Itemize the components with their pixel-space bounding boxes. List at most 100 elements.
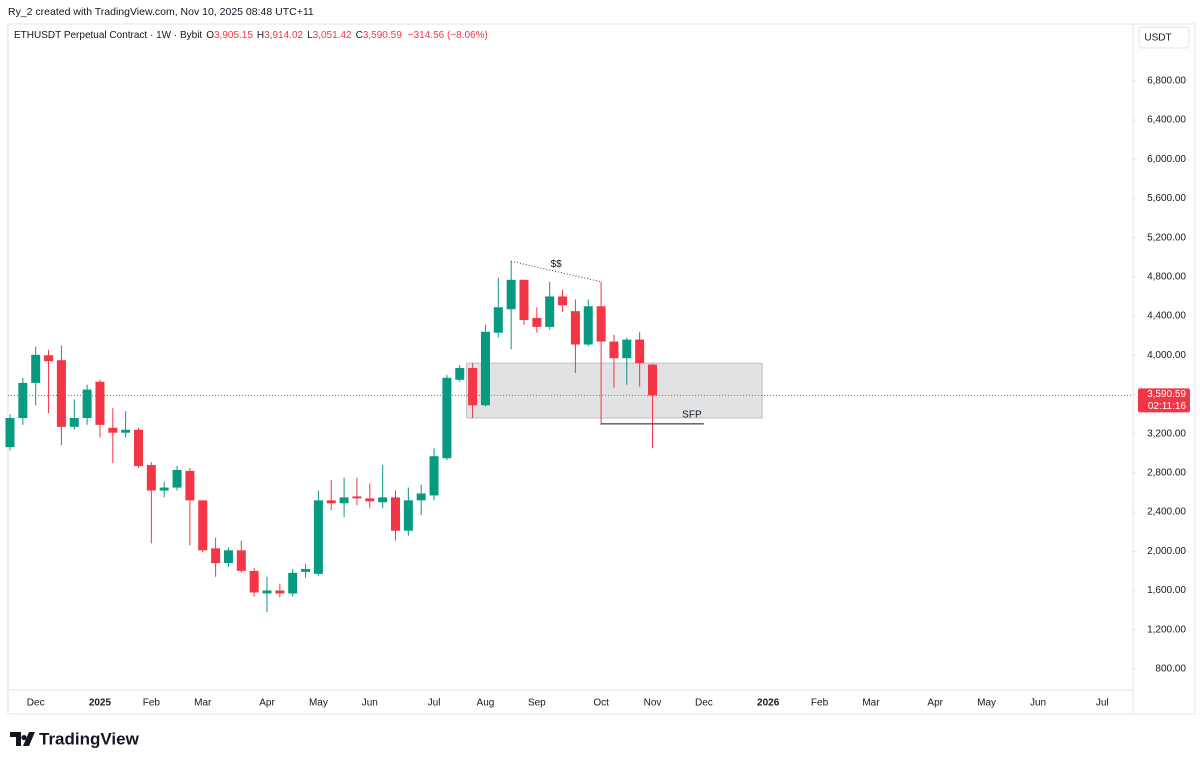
x-tick-label: Jun <box>362 698 378 709</box>
candle-body <box>223 550 233 564</box>
candle-body <box>159 487 169 491</box>
candle-body <box>185 470 195 501</box>
y-tick-label: 4,400.00 <box>1147 311 1186 322</box>
candle-body <box>172 469 182 488</box>
candle-body <box>18 382 28 419</box>
candle-body <box>391 497 400 531</box>
last-price-tag <box>1138 388 1190 413</box>
high: 3,914.02 <box>264 30 303 41</box>
sfp-label: SFP <box>682 410 702 421</box>
x-tick-label: Apr <box>927 698 943 709</box>
candle-body <box>635 339 645 364</box>
candle-body <box>236 550 246 571</box>
change: −314.56 (−8.06%) <box>408 30 488 41</box>
x-tick-label: May <box>309 698 328 709</box>
chart-title: ETHUSDT Perpetual Contract · 1W · Bybit O… <box>14 30 488 41</box>
high-key: H <box>257 30 264 41</box>
chart-frame <box>7 23 1196 715</box>
candle-body <box>95 381 105 425</box>
x-tick-label: Dec <box>695 698 713 709</box>
y-tick-label: 2,800.00 <box>1147 468 1186 479</box>
candle-body <box>288 572 298 594</box>
currency: USDT <box>1144 33 1171 44</box>
candle-body <box>442 377 452 459</box>
close: 3,590.59 <box>363 30 402 41</box>
candle-body <box>519 279 529 320</box>
candle-body <box>262 590 272 594</box>
candle-body <box>108 427 118 433</box>
candle-body <box>468 368 478 406</box>
x-tick-label: Apr <box>259 698 275 709</box>
y-tick-label: 6,400.00 <box>1147 115 1186 126</box>
low: 3,051.42 <box>313 30 352 41</box>
x-tick-label: Jul <box>428 698 441 709</box>
candle-body <box>146 465 156 491</box>
countdown: 02:11:16 <box>1148 401 1187 412</box>
liquidity-line <box>511 260 602 283</box>
y-tick-label: 4,000.00 <box>1147 350 1186 361</box>
candle-body <box>570 311 580 345</box>
candle-body <box>44 355 54 362</box>
x-tick-label: Feb <box>811 698 829 709</box>
y-tick-label: 3,200.00 <box>1147 428 1186 439</box>
candle-body <box>648 364 657 396</box>
x-tick-label: Aug <box>477 698 495 709</box>
candle-body <box>583 306 593 345</box>
brand: TradingView <box>39 729 140 748</box>
candle-body <box>69 418 79 427</box>
candle-body <box>506 279 516 310</box>
candle-body <box>31 354 41 383</box>
candle-body <box>365 498 375 502</box>
currency-button[interactable] <box>1138 26 1190 49</box>
candle-body <box>493 307 503 333</box>
candle-body <box>301 568 311 572</box>
y-tick-label: 4,800.00 <box>1147 272 1186 283</box>
candle-body <box>622 339 632 359</box>
candle-body <box>352 496 362 499</box>
y-tick-label: 6,800.00 <box>1147 75 1186 86</box>
candle-body <box>416 493 426 501</box>
watermark: Ry_2 created with TradingView.com, Nov 1… <box>8 6 314 18</box>
brand-logo: TradingView <box>10 729 140 748</box>
candle-body <box>82 389 92 419</box>
candle-body <box>121 429 131 433</box>
y-tick-label: 2,000.00 <box>1147 546 1186 557</box>
open-key: O <box>206 30 214 41</box>
candle-body <box>5 418 15 448</box>
y-tick-label: 800.00 <box>1155 664 1186 675</box>
candle-body <box>429 456 439 496</box>
candle-body <box>558 296 568 306</box>
last-price-label: 3,590.59 <box>1147 389 1186 400</box>
candle-body <box>56 360 66 427</box>
candle-body <box>211 548 221 564</box>
candle-body <box>339 497 349 504</box>
candle-body <box>249 570 259 593</box>
candle-body <box>480 331 490 406</box>
candle-body <box>378 497 388 503</box>
y-tick-label: 5,600.00 <box>1147 193 1186 204</box>
y-tick-label: 6,000.00 <box>1147 154 1186 165</box>
liquidity-label: $$ <box>551 259 563 270</box>
x-tick-label: Mar <box>194 698 212 709</box>
low-key: L <box>307 30 313 41</box>
candle-body <box>313 500 323 574</box>
y-tick-label: 1,600.00 <box>1147 585 1186 596</box>
x-tick-label: Sep <box>528 698 546 709</box>
x-tick-label: Mar <box>862 698 880 709</box>
x-tick-label: Jun <box>1030 698 1046 709</box>
x-tick-label: Feb <box>143 698 161 709</box>
candle-body <box>275 590 285 594</box>
x-tick-label: May <box>977 698 996 709</box>
x-tick-label: Jul <box>1096 698 1109 709</box>
candle-body <box>198 500 208 551</box>
candle-body <box>532 318 542 327</box>
x-tick-label: Dec <box>27 698 45 709</box>
candle-body <box>134 429 143 467</box>
x-tick-label: 2026 <box>757 698 780 709</box>
x-tick-label: Nov <box>644 698 662 709</box>
candle-body <box>545 296 555 327</box>
open: 3,905.15 <box>214 30 253 41</box>
symbol: ETHUSDT Perpetual Contract · 1W · Bybit <box>14 30 202 41</box>
